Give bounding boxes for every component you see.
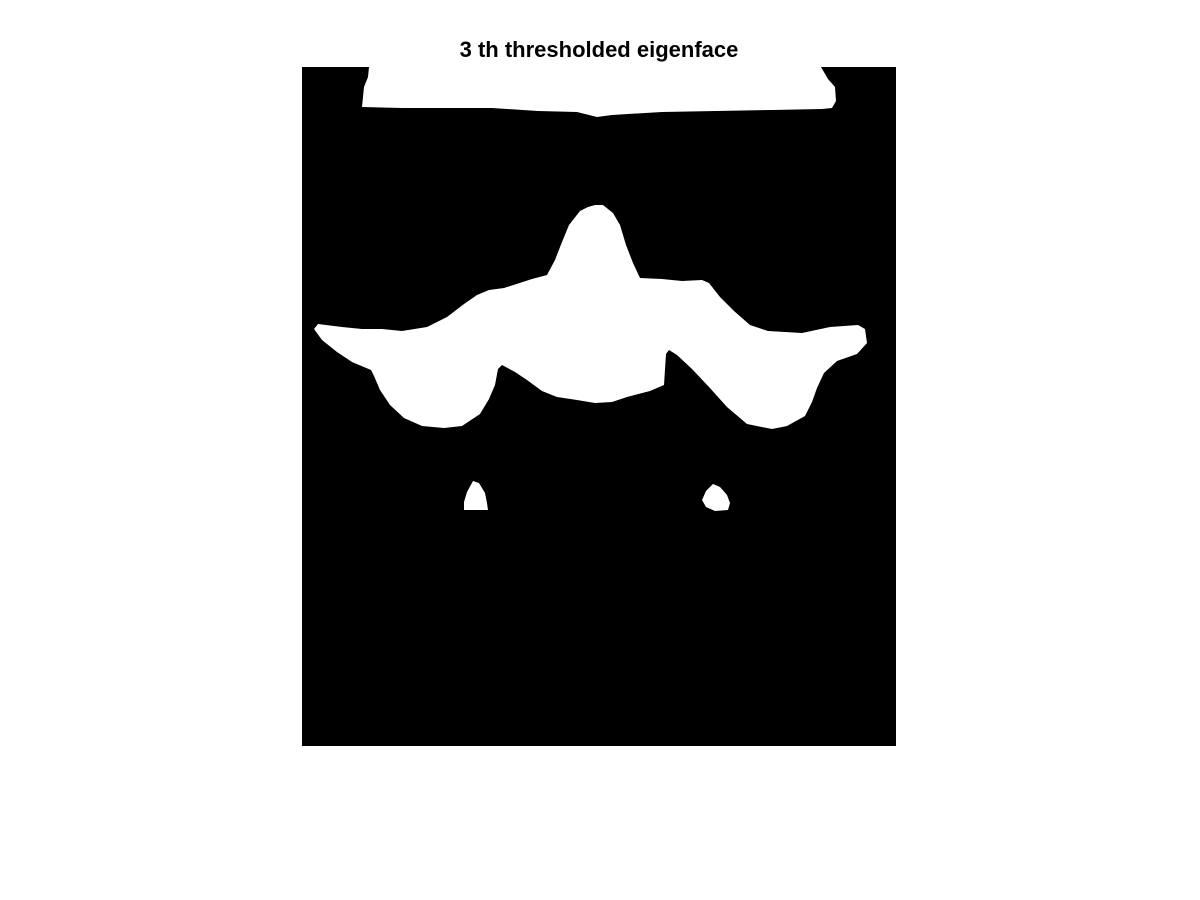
thresholded-eigenface-image [302,67,896,746]
central-white-region [314,205,867,429]
right-small-white-blob [702,484,730,511]
top-white-region [362,67,836,117]
plot-title: 3 th thresholded eigenface [459,37,739,62]
left-small-white-blob [464,481,488,510]
